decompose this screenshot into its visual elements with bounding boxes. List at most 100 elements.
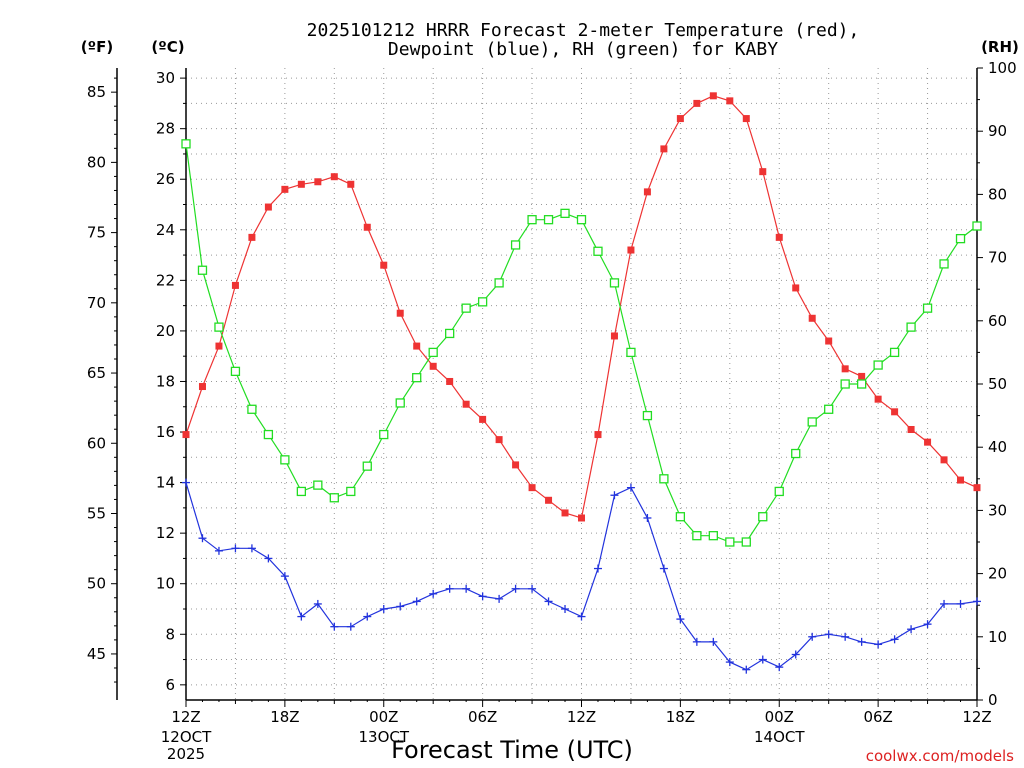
data-point xyxy=(807,417,817,427)
fahrenheit-tick-label: 85 xyxy=(87,83,106,101)
x-tick-label: 00Z xyxy=(369,708,398,726)
data-point xyxy=(824,404,834,414)
axes xyxy=(111,67,983,707)
data-point xyxy=(379,604,388,613)
credit-link[interactable]: coolwx.com/models xyxy=(866,747,1014,765)
data-point xyxy=(841,365,849,373)
data-point xyxy=(330,173,338,181)
fahrenheit-tick-label: 55 xyxy=(87,504,106,522)
data-point xyxy=(247,544,256,553)
celsius-tick-label: 30 xyxy=(156,69,175,87)
data-point xyxy=(759,168,767,176)
data-point xyxy=(808,314,816,322)
data-point xyxy=(660,145,668,153)
data-point xyxy=(445,584,454,593)
data-point xyxy=(874,395,882,403)
data-point xyxy=(528,484,536,492)
data-point xyxy=(461,303,471,313)
data-point xyxy=(610,491,619,500)
data-point xyxy=(973,597,981,606)
data-point xyxy=(609,278,620,288)
data-point xyxy=(594,431,602,439)
data-point xyxy=(922,303,933,313)
data-point xyxy=(692,637,701,646)
data-point xyxy=(593,564,602,573)
x-tick-label: 12Z xyxy=(567,708,596,726)
series-rh xyxy=(181,139,982,547)
data-point xyxy=(495,436,503,444)
data-point xyxy=(576,215,587,225)
data-point xyxy=(891,408,899,416)
data-point xyxy=(775,233,783,241)
data-point xyxy=(214,546,223,555)
data-point xyxy=(642,410,653,421)
data-point xyxy=(362,461,372,471)
data-point xyxy=(230,366,241,377)
data-point xyxy=(578,514,585,522)
data-point xyxy=(873,360,883,370)
x-tick-label: 12Z xyxy=(171,708,200,726)
data-point xyxy=(643,513,652,522)
rh-tick-label: 30 xyxy=(988,501,1007,519)
fahrenheit-tick-label: 65 xyxy=(87,364,106,382)
data-point xyxy=(955,233,966,244)
rh-tick-label: 40 xyxy=(988,438,1007,456)
data-point xyxy=(329,493,339,503)
data-point xyxy=(758,512,768,522)
data-point xyxy=(297,180,305,188)
data-point xyxy=(643,188,651,196)
data-point xyxy=(280,455,290,465)
celsius-tick-label: 26 xyxy=(156,170,175,188)
data-point xyxy=(561,509,569,517)
data-point xyxy=(479,415,487,423)
x-tick-date-label: 12OCT xyxy=(161,728,212,746)
data-point xyxy=(742,665,751,674)
x-tick-label: 18Z xyxy=(666,708,695,726)
data-point xyxy=(856,379,867,389)
data-point xyxy=(413,342,421,350)
data-point xyxy=(495,594,504,603)
data-point xyxy=(742,115,750,123)
fahrenheit-tick-label: 70 xyxy=(87,294,106,312)
tick-labels: 6 8 10 12 14 16 18 20 22 24 26 28 30 45 50 55 60 65 70 75 80… xyxy=(87,59,1017,763)
data-point xyxy=(675,512,686,522)
series-temperature xyxy=(182,92,981,522)
data-point xyxy=(510,240,521,250)
data-point xyxy=(906,322,916,332)
x-tick-label: 18Z xyxy=(270,708,299,726)
data-point xyxy=(182,478,190,487)
data-point xyxy=(231,544,240,553)
data-point xyxy=(775,663,784,672)
data-point xyxy=(693,99,701,107)
data-point xyxy=(627,246,635,254)
data-point xyxy=(874,640,883,649)
data-point xyxy=(676,615,685,624)
data-point xyxy=(593,246,603,256)
data-point xyxy=(725,537,735,547)
data-point xyxy=(412,597,421,606)
data-point xyxy=(182,431,190,439)
data-point xyxy=(758,655,767,664)
data-point xyxy=(248,233,256,241)
data-point xyxy=(281,185,289,193)
data-point xyxy=(512,461,520,469)
data-point xyxy=(889,347,900,358)
data-point xyxy=(231,281,239,289)
data-point xyxy=(857,637,866,646)
data-point xyxy=(709,92,717,100)
celsius-tick-label: 6 xyxy=(165,676,175,694)
chart-title-line1: 2025101212 HRRR Forecast 2-meter Tempera… xyxy=(307,20,860,41)
data-point xyxy=(296,486,307,497)
data-point xyxy=(528,584,537,593)
rh-tick-label: 10 xyxy=(988,628,1007,646)
data-point xyxy=(741,537,751,547)
data-point xyxy=(626,483,635,492)
data-point xyxy=(280,572,289,581)
x-tick-label: 06Z xyxy=(468,708,497,726)
data-point xyxy=(560,208,570,219)
data-point xyxy=(610,332,618,340)
data-point xyxy=(659,474,669,484)
data-point xyxy=(446,377,454,385)
chart-title-line2: Dewpoint (blue), RH (green) for KABY xyxy=(388,39,778,60)
